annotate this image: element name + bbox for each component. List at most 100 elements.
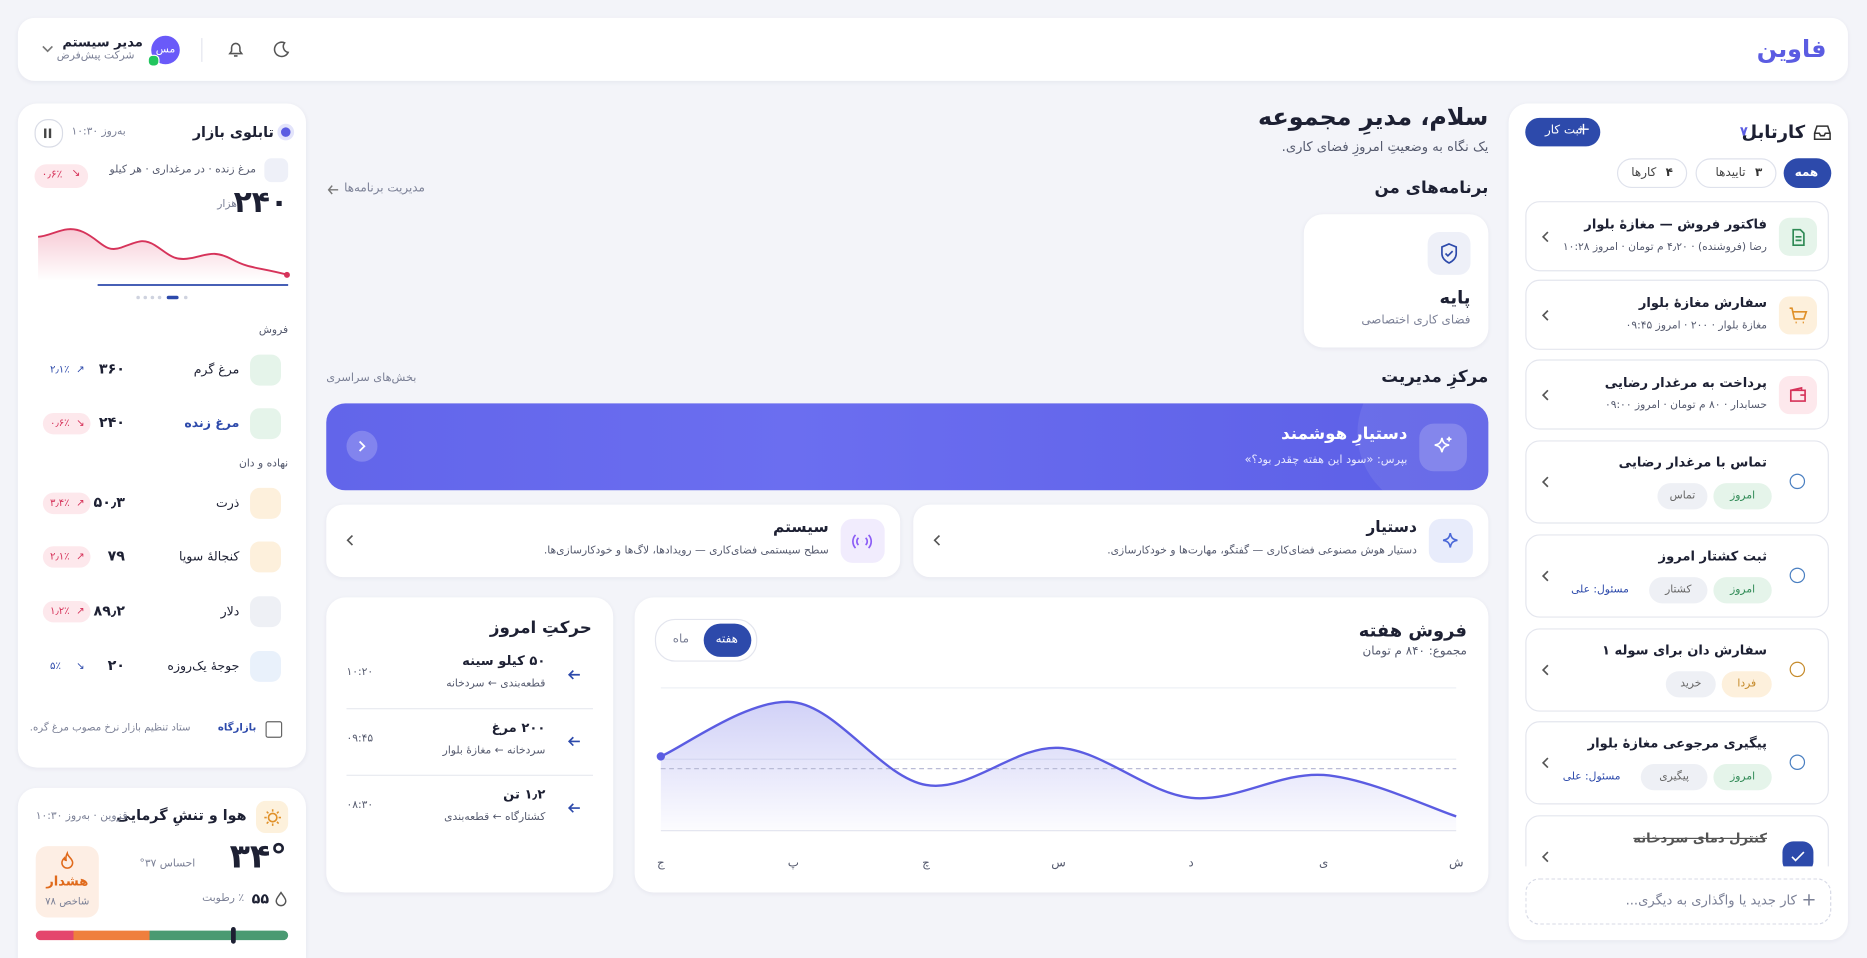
app-icon-box: [1427, 232, 1471, 275]
tab-label: همه: [1794, 166, 1819, 180]
market-row-name: کنجالهٔ سویا: [179, 549, 240, 565]
sales-total: مجموع: ۸۴۰ م تومان: [1362, 645, 1467, 659]
flame-icon: [61, 850, 74, 869]
item-status-ring: [1789, 567, 1806, 584]
admin-card[interactable]: [326, 504, 901, 578]
x-tick-label: ش: [1449, 855, 1464, 870]
item-subtitle: حسابدار · ۸۰ م تومان · امروز ۰۹:۰۰: [1604, 399, 1767, 412]
admin-card-icon-box: [1428, 518, 1473, 563]
item-tag: پیگیری: [1640, 764, 1708, 791]
movement-route: قطعه‌بندی ← سردخانه: [446, 678, 546, 691]
inbox-item[interactable]: [1525, 201, 1829, 272]
feels-like: احساس ۳۷°: [139, 858, 196, 870]
online-dot: [147, 54, 160, 67]
inbox-item[interactable]: [1525, 440, 1829, 524]
sparkline-area: [38, 229, 289, 281]
admin-card[interactable]: [913, 504, 1489, 578]
assistant-banner[interactable]: [326, 403, 1489, 491]
inbox-item[interactable]: [1525, 721, 1829, 805]
toggle-week-bg[interactable]: [703, 623, 752, 657]
x-tick-label: س: [1051, 855, 1066, 870]
item-status-ring: [1789, 473, 1806, 490]
sales-area: [660, 701, 1457, 831]
sparkle-icon: [1434, 436, 1452, 453]
sun-icon: [264, 809, 282, 826]
market-row-change: ۳٫۴٪: [50, 497, 70, 510]
inbox-item[interactable]: [1525, 279, 1829, 350]
market-row-name: مرغ زنده: [184, 416, 240, 431]
inbox-count: ۷: [1739, 123, 1748, 140]
market-row-value: ۸۹٫۲: [93, 602, 126, 619]
market-updated: به‌روز ۱۰:۳۰: [71, 126, 126, 139]
inbox-item[interactable]: [1525, 359, 1829, 430]
divider: [201, 38, 203, 62]
item-title: ثبت کشتار امروز: [1658, 548, 1767, 565]
item-icon-box: [1782, 841, 1814, 867]
item-icon-path: [1789, 306, 1808, 323]
featured-label: مرغ زنده · در مرغداری · هر کیلو: [109, 164, 256, 177]
logo[interactable]: فاوین: [1756, 34, 1827, 64]
toggle-month[interactable]: ماه: [672, 633, 690, 647]
market-row-icon: [250, 596, 282, 628]
item-owner: مسئول: علی: [1562, 771, 1621, 784]
new-task-button[interactable]: [1525, 117, 1601, 147]
item-status-ring: [1789, 754, 1806, 770]
new-task-input[interactable]: [1525, 878, 1832, 925]
theme-toggle[interactable]: [273, 40, 291, 58]
sparkline-line: [38, 228, 289, 276]
market-row-badge: [42, 600, 91, 623]
movement-arrow-path: [567, 736, 580, 747]
chevron-path: [933, 534, 941, 546]
item-status-ring: [1789, 661, 1806, 678]
market-source[interactable]: بازارگاه: [217, 722, 257, 735]
greeting-subtitle: یک نگاه به وضعیتِ امروزِ فضای کاری.: [1281, 139, 1489, 155]
admin-card-icon: [1442, 532, 1458, 548]
market-row-icon: [250, 650, 282, 682]
chevron-path: [1541, 851, 1549, 863]
item-icon: [1789, 386, 1806, 402]
item-icon-path: [1791, 851, 1805, 862]
inbox-list: امروز تماس امروز کشتار فردا خرید امروز پیگیری: [1509, 190, 1848, 867]
market-row-icon: [250, 541, 282, 573]
tab-label: تاییدها: [1715, 166, 1746, 180]
admin-card-title: سیستم: [772, 518, 829, 537]
market-row-badge: [42, 492, 91, 515]
chevron-icon: [358, 440, 366, 452]
movement-time: ۰۹:۴۵: [346, 733, 374, 745]
bell-icon[interactable]: [227, 40, 244, 59]
item-tag: تماس: [1657, 483, 1708, 510]
admin-link[interactable]: بخش‌های سراسری: [326, 371, 417, 385]
item-icon-box: [1778, 295, 1817, 334]
inbox-item[interactable]: [1525, 815, 1829, 867]
item-title: سفارش دان برای سوله ۱: [1601, 642, 1767, 659]
item-tag: کشتار: [1649, 577, 1708, 604]
chevron-path: [346, 534, 354, 546]
movement-arrow: [567, 736, 580, 747]
x-tick-label: ی: [1319, 855, 1328, 869]
chevron: [1541, 664, 1549, 676]
heat-marker: [230, 927, 236, 944]
item-tag: امروز: [1713, 483, 1772, 510]
banner-button[interactable]: [346, 430, 378, 462]
sparkline: [38, 228, 290, 300]
chevron: [1541, 230, 1549, 242]
inbox-item[interactable]: [1525, 534, 1829, 618]
tab[interactable]: [1616, 158, 1688, 189]
inbox-item[interactable]: [1525, 628, 1829, 712]
chevron: [1541, 851, 1549, 863]
pause-button[interactable]: [34, 119, 64, 148]
user-menu-chevron[interactable]: [42, 44, 54, 54]
x-tick-label: پ: [788, 855, 799, 869]
app-name: پایه: [1439, 286, 1471, 309]
chevron-path: [1541, 476, 1549, 488]
tab[interactable]: [1695, 158, 1777, 189]
toggle-week: هفته: [715, 633, 738, 647]
new-task-label: ثبت کار: [1544, 123, 1583, 137]
tab[interactable]: [1783, 158, 1832, 189]
admin-card-title: دستیار: [1366, 518, 1417, 537]
apps-manage-link[interactable]: مدیریت برنامه‌ها: [344, 182, 425, 196]
x-tick-label: چ: [922, 855, 930, 869]
chevron-path: [1541, 757, 1549, 769]
market-row-badge: [42, 546, 91, 568]
